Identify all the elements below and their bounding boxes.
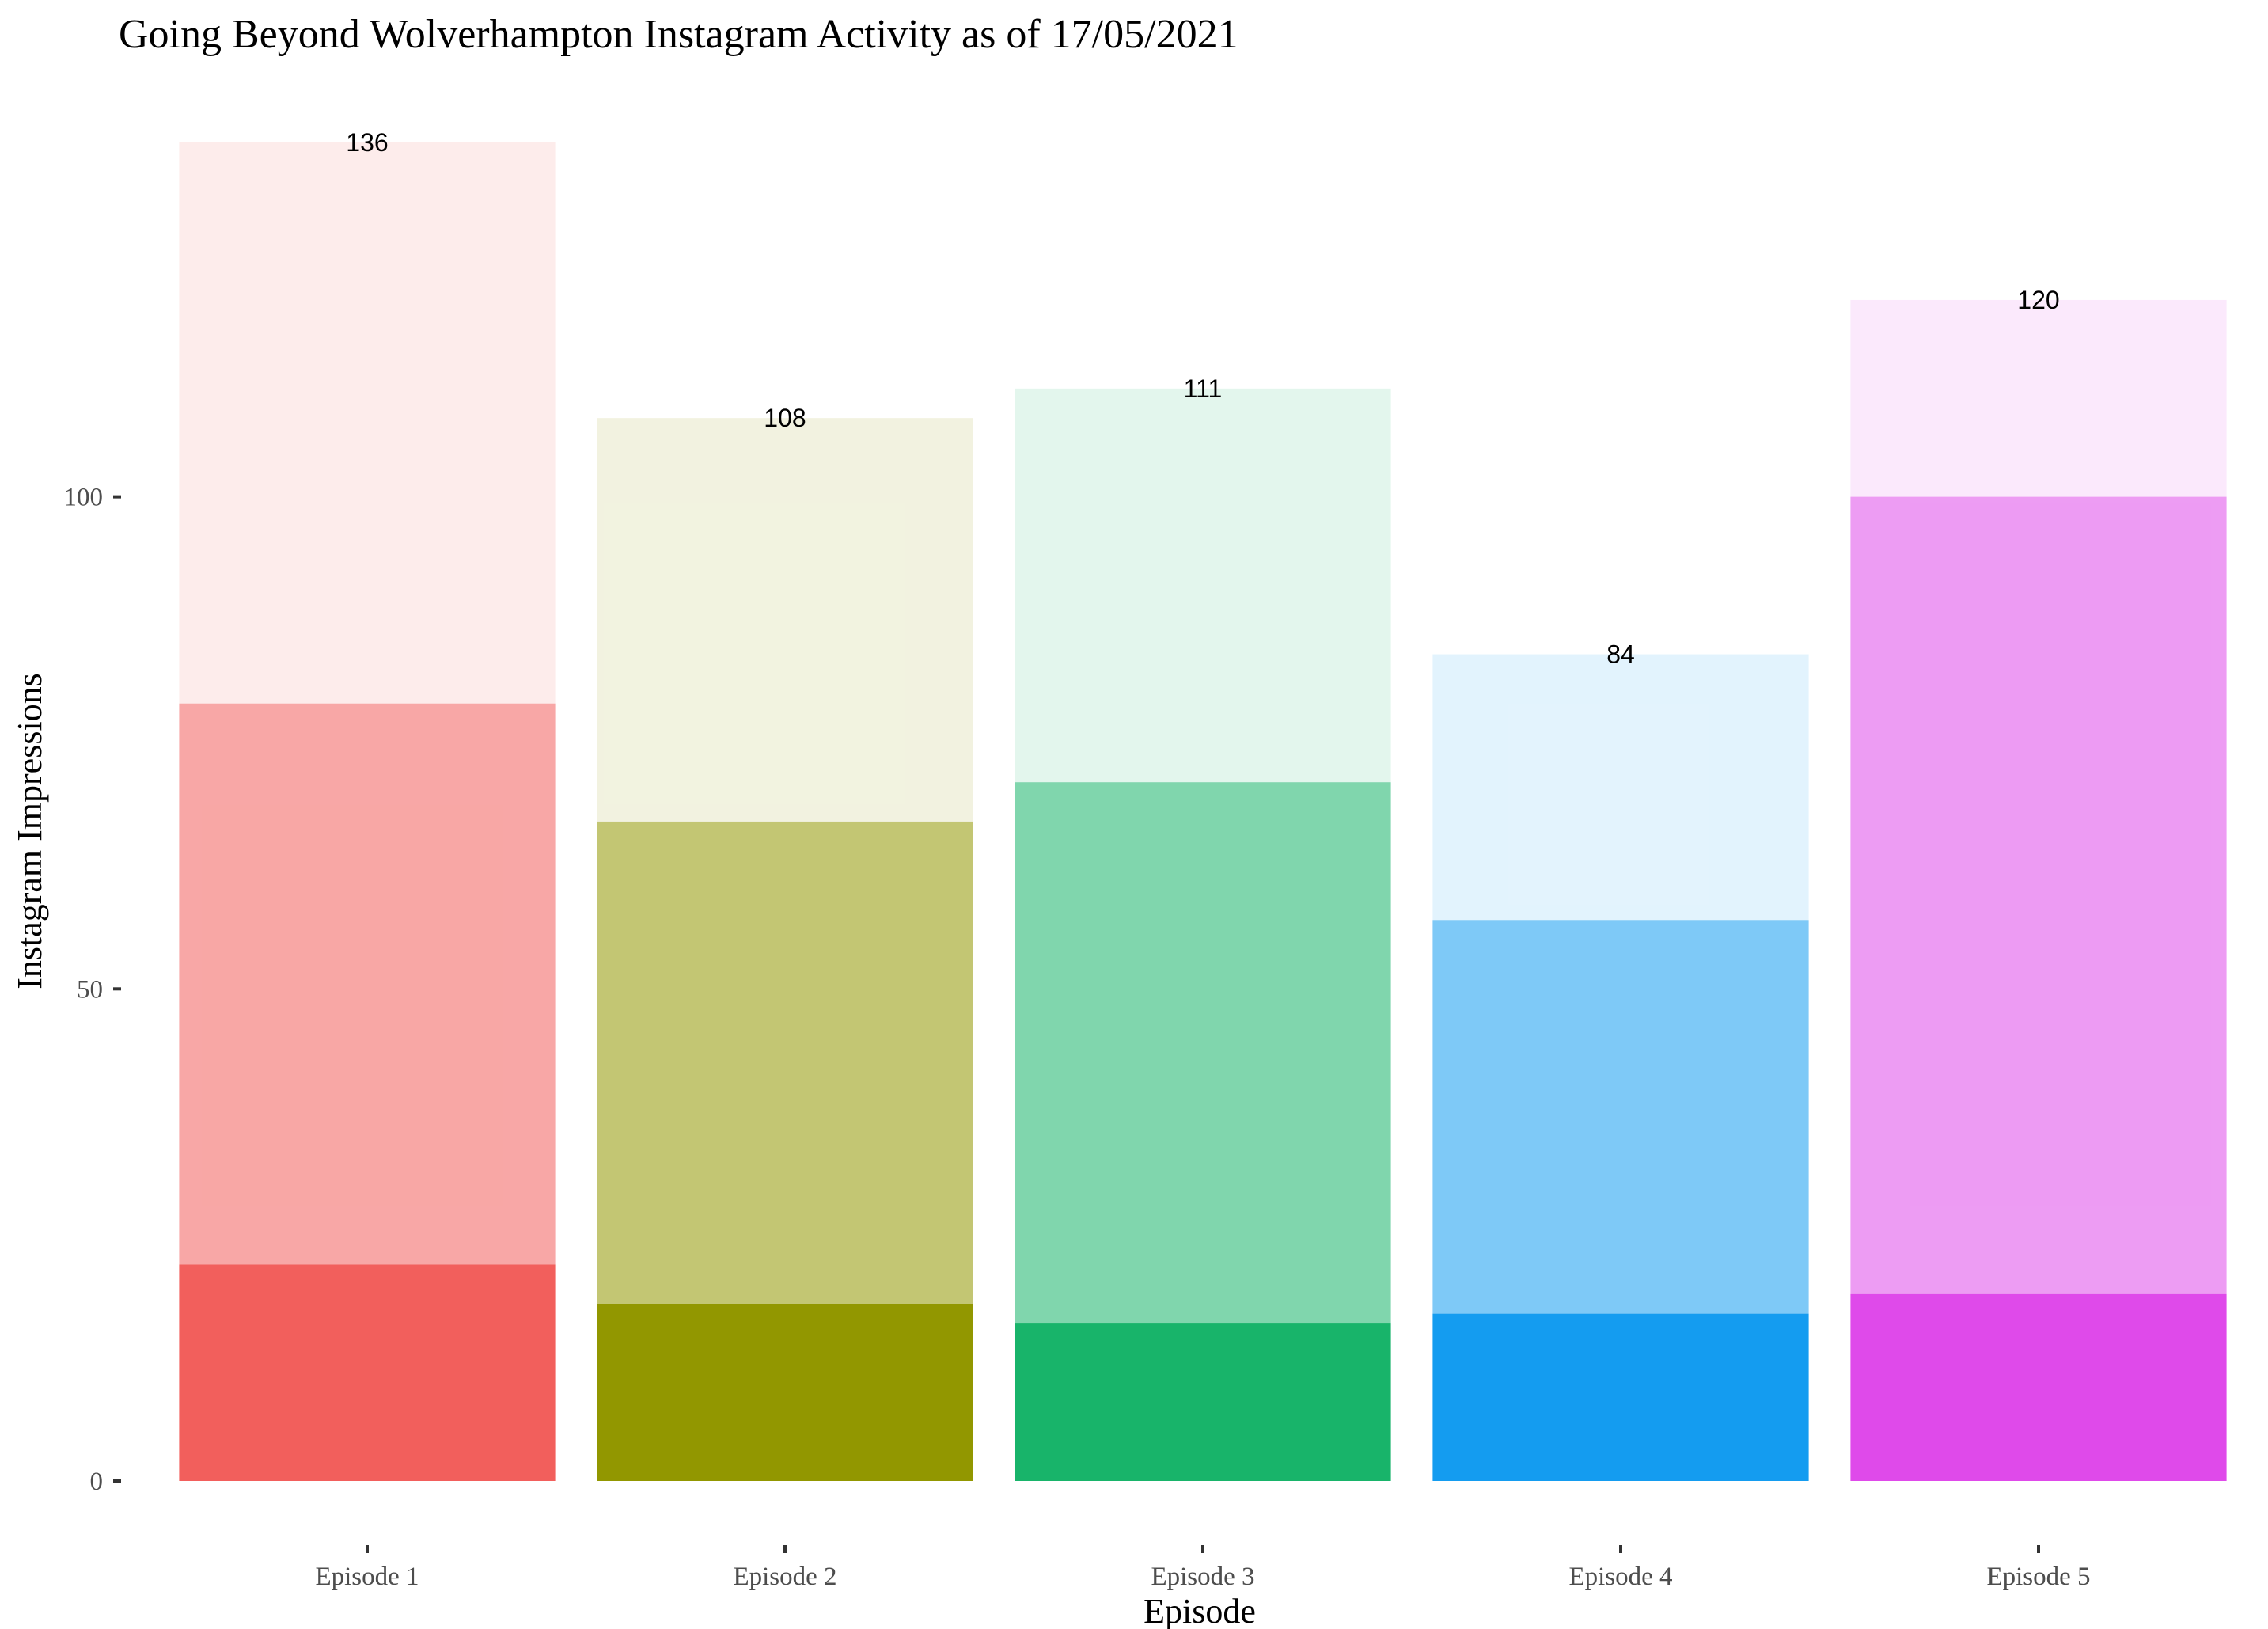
bars-group: 136 108 111 84 120 bbox=[179, 128, 2227, 1481]
y-tick-label: 50 bbox=[77, 975, 103, 1004]
x-axis-title: Episode bbox=[1143, 1592, 1256, 1629]
x-axis: Episode 1 Episode 2 Episode 3 Episode 4 Epis… bbox=[315, 1545, 2091, 1591]
bar-total-label: 84 bbox=[1606, 640, 1635, 669]
x-tick-label: Episode 1 bbox=[315, 1563, 419, 1591]
bar-segment bbox=[1015, 782, 1391, 1324]
bar-segment bbox=[1850, 1293, 2227, 1481]
bar-total-label: 108 bbox=[764, 404, 806, 432]
bar-segment bbox=[1432, 920, 1809, 1314]
bar-segment bbox=[1432, 654, 1809, 921]
bar-segment bbox=[597, 1304, 973, 1481]
x-tick-label: Episode 5 bbox=[1986, 1563, 2090, 1591]
bar-segment bbox=[179, 703, 556, 1265]
bar-total-label: 120 bbox=[2017, 286, 2059, 314]
bar-segment bbox=[1015, 388, 1391, 783]
bar-segment bbox=[597, 821, 973, 1304]
x-tick-label: Episode 2 bbox=[733, 1563, 836, 1591]
chart-title: Going Beyond Wolverhampton Instagram Act… bbox=[119, 12, 1238, 57]
bar-total-label: 111 bbox=[1184, 374, 1223, 403]
bar-segment bbox=[179, 142, 556, 704]
x-tick-label: Episode 3 bbox=[1151, 1563, 1254, 1591]
y-tick-label: 0 bbox=[90, 1468, 104, 1496]
bar-segment bbox=[1432, 1313, 1809, 1481]
bar-segment bbox=[1850, 299, 2227, 497]
bar-segment bbox=[179, 1264, 556, 1481]
y-axis: 0 50 100 bbox=[64, 484, 121, 1496]
y-axis-title: Instagram Impressions bbox=[10, 673, 49, 989]
bar-total-label: 136 bbox=[346, 128, 388, 157]
bar-segment bbox=[1850, 496, 2227, 1294]
x-tick-label: Episode 4 bbox=[1568, 1563, 1672, 1591]
bar-segment bbox=[597, 418, 973, 822]
bar-segment bbox=[1015, 1323, 1391, 1481]
y-tick-label: 100 bbox=[64, 484, 104, 512]
